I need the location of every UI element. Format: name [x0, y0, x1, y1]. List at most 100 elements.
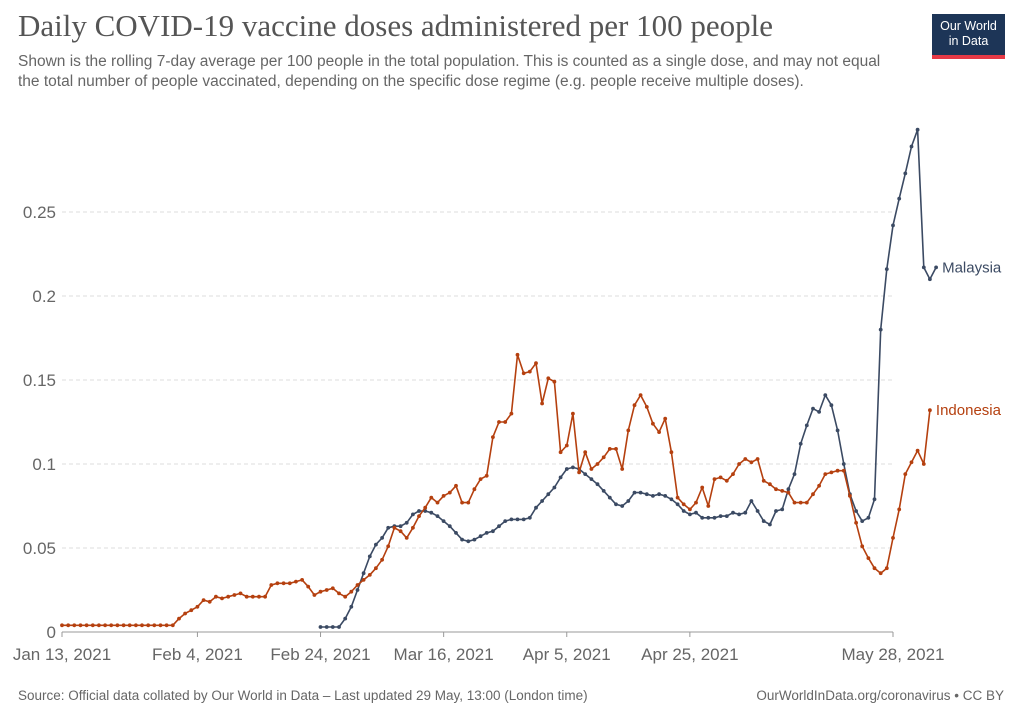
indonesia-data-point [300, 578, 304, 582]
malaysia-data-point [841, 462, 846, 466]
indonesia-data-point [515, 352, 520, 357]
malaysia-data-point [343, 616, 348, 621]
indonesia-data-point [398, 529, 403, 534]
indonesia-data-point [503, 420, 508, 424]
indonesia-data-point [170, 623, 175, 628]
malaysia-data-point [361, 571, 366, 576]
indonesia-data-point [749, 460, 754, 465]
malaysia-data-point [571, 465, 575, 470]
malaysia-data-point [681, 509, 686, 513]
indonesia-data-point [534, 361, 538, 366]
indonesia-data-point [675, 495, 680, 500]
indonesia-data-point [466, 500, 471, 505]
malaysia-data-point [774, 509, 778, 513]
indonesia-data-point [411, 525, 415, 530]
indonesia-data-point [571, 411, 575, 416]
malaysia-data-point [564, 467, 569, 471]
indonesia-data-point [878, 571, 883, 576]
indonesia-data-point [601, 455, 606, 460]
indonesia-data-point [786, 490, 791, 495]
indonesia-data-point [454, 483, 458, 488]
malaysia-data-point [688, 512, 692, 517]
indonesia-data-point [663, 416, 668, 421]
indonesia-data-point [423, 505, 428, 510]
indonesia-data-point [484, 473, 489, 478]
indonesia-data-point [337, 591, 341, 596]
malaysia-data-point [454, 531, 458, 535]
malaysia-data-point [798, 441, 803, 446]
indonesia-data-point [103, 623, 107, 628]
indonesia-data-point [386, 544, 391, 549]
indonesia-data-point [897, 507, 902, 512]
indonesia-data-point [478, 477, 483, 481]
y-tick-label: 0.05 [23, 539, 56, 558]
malaysia-data-point [792, 472, 797, 476]
indonesia-data-point [263, 594, 267, 599]
indonesia-data-point [472, 487, 477, 492]
indonesia-data-point [731, 472, 735, 476]
indonesia-data-point [552, 379, 557, 384]
indonesia-data-point [361, 578, 366, 582]
malaysia-data-point [829, 403, 834, 408]
indonesia-data-point [232, 593, 237, 597]
malaysia-data-point [897, 196, 902, 201]
malaysia-data-point [447, 524, 452, 529]
indonesia-data-point [780, 489, 785, 493]
malaysia-data-point [497, 524, 501, 529]
indonesia-data-point [460, 500, 464, 505]
indonesia-data-point [589, 467, 594, 471]
indonesia-data-point [177, 616, 181, 621]
malaysia-data-point [866, 515, 871, 520]
indonesia-data-point [669, 450, 674, 455]
indonesia-data-point [380, 557, 384, 562]
indonesia-data-point [891, 536, 895, 540]
owid-logo[interactable]: Our World in Data [932, 14, 1005, 59]
malaysia-data-point [417, 509, 421, 513]
indonesia-data-point [527, 369, 532, 374]
malaysia-data-point [724, 514, 729, 518]
malaysia-data-point [878, 327, 883, 332]
indonesia-data-point [491, 435, 495, 439]
indonesia-data-point [207, 599, 212, 604]
indonesia-data-point [250, 594, 255, 599]
malaysia-data-point [700, 515, 705, 520]
indonesia-data-point [626, 428, 631, 433]
malaysia-data-point [552, 485, 557, 490]
indonesia-data-point [712, 477, 717, 481]
indonesia-data-point [564, 443, 569, 448]
malaysia-data-point [823, 393, 828, 397]
indonesia-data-point [848, 494, 852, 498]
indonesia-data-point [651, 421, 655, 426]
malaysia-data-point [909, 144, 914, 149]
indonesia-data-point [275, 581, 280, 586]
indonesia-data-point [435, 500, 440, 505]
indonesia-data-point [66, 623, 71, 628]
indonesia-data-point [509, 411, 514, 416]
x-tick-label: Feb 24, 2021 [270, 645, 370, 664]
indonesia-data-point [140, 623, 144, 628]
indonesia-data-point [158, 623, 163, 628]
indonesia-data-point [755, 457, 760, 461]
malaysia-data-point [694, 510, 698, 515]
malaysia-data-point [706, 515, 711, 520]
malaysia-data-point [669, 497, 674, 502]
indonesia-data-point [324, 588, 329, 592]
indonesia-data-point [829, 470, 834, 475]
malaysia-data-point [398, 524, 403, 529]
malaysia-data-point [632, 490, 637, 495]
indonesia-data-point [312, 593, 317, 597]
indonesia-data-point [854, 520, 858, 525]
indonesia-data-point [546, 376, 551, 381]
indonesia-data-point [768, 482, 772, 487]
malaysia-data-point [657, 492, 661, 497]
malaysia-data-point [854, 509, 858, 513]
indonesia-data-point [257, 594, 261, 599]
malaysia-data-point [884, 267, 889, 271]
malaysia-data-point [786, 487, 791, 492]
indonesia-data-point [872, 566, 877, 571]
malaysia-data-point [928, 277, 932, 282]
malaysia-data-point [521, 517, 526, 522]
license-credit[interactable]: OurWorldInData.org/coronavirus • CC BY [756, 688, 1004, 703]
indonesia-data-point [700, 485, 705, 490]
indonesia-data-point [798, 500, 803, 505]
